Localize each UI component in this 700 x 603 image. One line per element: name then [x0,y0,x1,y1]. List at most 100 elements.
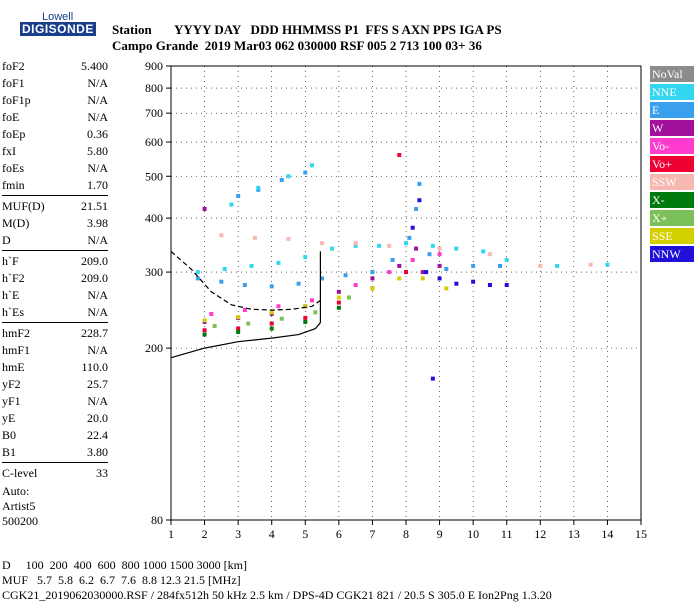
param-row: foEp 0.36 [2,126,108,143]
data-point [370,276,375,281]
param-name: foEs [2,161,24,175]
data-point [236,315,241,320]
param-separator [2,322,108,323]
data-point [407,235,412,240]
data-point [209,311,214,316]
param-row: foE N/A [2,109,108,126]
param-name: foF1p [2,93,31,107]
data-point [387,270,392,275]
data-point [252,235,257,240]
data-point [444,286,449,291]
data-point [343,273,348,278]
param-value: 209.0 [81,254,108,268]
data-point [454,246,459,251]
data-point [269,326,274,331]
model-dashed-curve [170,250,321,311]
data-point [242,283,247,288]
data-point [588,262,593,267]
profile-curve [170,322,321,359]
param-row: D N/A [2,232,108,249]
y-tick-label: 200 [145,341,163,355]
param-name: yF2 [2,377,21,391]
logo-lowell-text: Lowell [42,11,74,23]
legend-item: NNW [650,246,694,262]
param-row: yE 20.0 [2,410,108,427]
param-row: B0 22.4 [2,427,108,444]
x-tick-label: 4 [269,527,275,541]
parameters-panel: foF2 5.400 foF1 N/A foF1p N/A foE N/A foEp 0.36 fx… [2,58,108,482]
param-name: B1 [2,445,17,459]
data-point [202,332,207,337]
data-point [504,283,509,288]
param-row: foEs N/A [2,160,108,177]
data-point [336,300,341,305]
x-tick-label: 2 [202,527,208,541]
data-point [336,295,341,300]
data-point [397,276,402,281]
data-point [487,283,492,288]
param-name: foEp [2,127,26,141]
x-tick-label: 1 [168,527,174,541]
param-name: MUF(D) [2,199,45,213]
param-value: N/A [87,305,108,319]
x-tick-label: 9 [437,527,443,541]
data-point [195,270,200,275]
data-point [414,206,419,211]
data-point [236,194,241,199]
data-point [487,252,492,257]
data-point [353,243,358,248]
data-point [397,263,402,268]
param-name: fmin [2,178,25,192]
data-point [410,257,415,262]
auto-label: Auto: [2,484,30,498]
data-point [219,233,224,238]
data-point [370,270,375,275]
legend-item: E [650,102,694,118]
data-point [249,263,254,268]
data-point [279,178,284,183]
data-point [276,304,281,309]
data-point [269,321,274,326]
y-tick-label: 800 [145,81,163,95]
data-point [471,279,476,284]
data-point [336,305,341,310]
y-tick-label: 80 [151,513,163,527]
param-row: foF1p N/A [2,92,108,109]
param-value: 3.98 [87,216,108,230]
param-row: yF1 N/A [2,393,108,410]
data-point [236,329,241,334]
param-row: hmF2 228.7 [2,325,108,342]
param-value: N/A [87,161,108,175]
param-name: hmF1 [2,343,31,357]
data-point [417,181,422,186]
param-name: hmE [2,360,25,374]
legend-item: X- [650,192,694,208]
data-point [417,198,422,203]
param-row: h`F 209.0 [2,253,108,270]
param-value: 110.0 [81,360,108,374]
param-row: C-level 33 [2,465,108,482]
data-point [404,270,408,275]
param-name: h`E [2,288,20,302]
param-value: 5.400 [81,59,108,73]
x-tick-label: 15 [635,527,647,541]
param-name: yF1 [2,394,21,408]
data-point [430,376,435,381]
legend-item: Vo- [650,138,694,154]
header-values: Campo Grande 2019 Mar03 062 030000 RSF 0… [112,38,482,53]
data-point [303,304,308,309]
param-value: 0.36 [87,127,108,141]
x-tick-label: 3 [235,527,241,541]
x-tick-label: 6 [336,527,342,541]
data-point [269,284,274,289]
footer-muf-row: MUF 5.7 5.8 6.2 6.7 7.6 8.8 12.3 21.5 [M… [2,573,241,587]
data-point [296,281,301,286]
data-point [437,276,442,281]
x-tick-label: 5 [302,527,308,541]
param-name: h`Es [2,305,24,319]
param-value: N/A [87,110,108,124]
x-tick-label: 11 [501,527,513,541]
param-value: 25.7 [87,377,108,391]
param-value: 22.4 [87,428,108,442]
param-name: fxI [2,144,16,158]
